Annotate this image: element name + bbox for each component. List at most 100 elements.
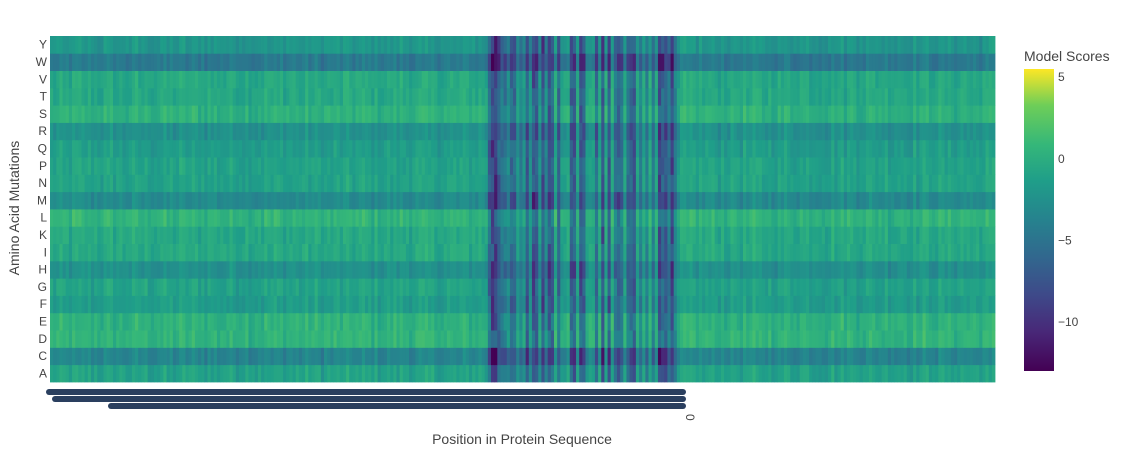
heatmap-cell [768, 364, 772, 383]
heatmap-cell [629, 347, 634, 366]
heatmap-cell [689, 278, 693, 296]
heatmap-cell [509, 87, 514, 106]
heatmap-cell [157, 295, 161, 314]
heatmap-cell [65, 347, 70, 366]
heatmap-cell [475, 347, 479, 366]
heatmap-cell [761, 278, 766, 296]
heatmap-cell [320, 105, 325, 123]
heatmap-cell [544, 139, 549, 158]
heatmap-cell [172, 260, 177, 279]
heatmap-cell [966, 347, 971, 366]
heatmap-cell [198, 139, 202, 158]
heatmap-cell [576, 243, 580, 262]
heatmap-cell [229, 260, 234, 279]
heatmap-cell [749, 226, 753, 244]
heatmap-cell [516, 312, 520, 331]
heatmap-cell [235, 312, 240, 331]
heatmap-cell [878, 364, 882, 383]
heatmap-cell [752, 157, 756, 175]
heatmap-cell [531, 278, 536, 296]
heatmap-cell [440, 243, 445, 262]
heatmap-cell [941, 174, 945, 193]
heatmap-cell [270, 191, 275, 210]
heatmap-cell [925, 209, 930, 227]
heatmap-cell [314, 295, 319, 314]
heatmap-cell [629, 226, 634, 244]
heatmap-cell [513, 105, 517, 123]
heatmap-cell [232, 226, 237, 244]
heatmap-cell [207, 191, 212, 210]
heatmap-cell [172, 226, 177, 244]
heatmap-cell [308, 243, 312, 262]
heatmap-cell [894, 347, 898, 366]
heatmap-cell [147, 295, 152, 314]
heatmap-cell [358, 157, 363, 175]
heatmap-cell [724, 278, 728, 296]
heatmap-cell [768, 312, 772, 331]
heatmap-cell [541, 105, 545, 123]
heatmap-cell [938, 122, 942, 141]
heatmap-cell [749, 278, 753, 296]
heatmap-cell [714, 295, 719, 314]
heatmap-cell [720, 226, 725, 244]
heatmap-cell [106, 278, 111, 296]
heatmap-cell [941, 330, 945, 348]
heatmap-cell [591, 278, 596, 296]
heatmap-cell [572, 87, 577, 106]
heatmap-cell [856, 347, 860, 366]
heatmap-cell [368, 347, 372, 366]
heatmap-cell [94, 191, 98, 210]
heatmap-cell [834, 139, 838, 158]
heatmap-cell [787, 347, 791, 366]
heatmap-cell [572, 330, 577, 348]
heatmap-cell [103, 364, 108, 383]
heatmap-cell [207, 295, 212, 314]
heatmap-cell [257, 157, 262, 175]
heatmap-cell [273, 243, 278, 262]
heatmap-cell [472, 364, 476, 383]
heatmap-cell [273, 226, 278, 244]
heatmap-cell [358, 87, 363, 106]
heatmap-cell [355, 105, 360, 123]
heatmap-cell [478, 295, 482, 314]
heatmap-cell [771, 364, 775, 383]
heatmap-cell [667, 260, 671, 279]
heatmap-cell [846, 105, 851, 123]
heatmap-cell [676, 312, 681, 331]
heatmap-cell [103, 209, 108, 227]
heatmap-cell [97, 105, 101, 123]
heatmap-cell [676, 295, 681, 314]
heatmap-cell [607, 105, 612, 123]
heatmap-cell [966, 157, 971, 175]
heatmap-cell [53, 122, 57, 141]
heatmap-cell [305, 157, 309, 175]
heatmap-cell [676, 209, 681, 227]
heatmap-cell [308, 330, 312, 348]
heatmap-cell [976, 312, 980, 331]
heatmap-cell [815, 122, 819, 141]
heatmap-cell [963, 209, 968, 227]
heatmap-cell [516, 139, 520, 158]
heatmap-cell [724, 139, 728, 158]
heatmap-cell [610, 312, 615, 331]
heatmap-cell [689, 312, 693, 331]
heatmap-cell [831, 278, 835, 296]
heatmap-cell [632, 157, 637, 175]
heatmap-cell [566, 330, 571, 348]
heatmap-cell [821, 364, 826, 383]
heatmap-cell [56, 312, 60, 331]
heatmap-cell [242, 226, 246, 244]
heatmap-cell [569, 174, 574, 193]
heatmap-cell [651, 260, 656, 279]
heatmap-cell [324, 191, 328, 210]
heatmap-cell [446, 295, 451, 314]
heatmap-cell [604, 364, 608, 383]
heatmap-cell [790, 139, 794, 158]
heatmap-cell [383, 260, 388, 279]
heatmap-cell [207, 174, 212, 193]
heatmap-cell [346, 139, 350, 158]
heatmap-cell [550, 278, 555, 296]
heatmap-cell [799, 157, 804, 175]
heatmap-cell [774, 295, 779, 314]
heatmap-cell [963, 330, 968, 348]
